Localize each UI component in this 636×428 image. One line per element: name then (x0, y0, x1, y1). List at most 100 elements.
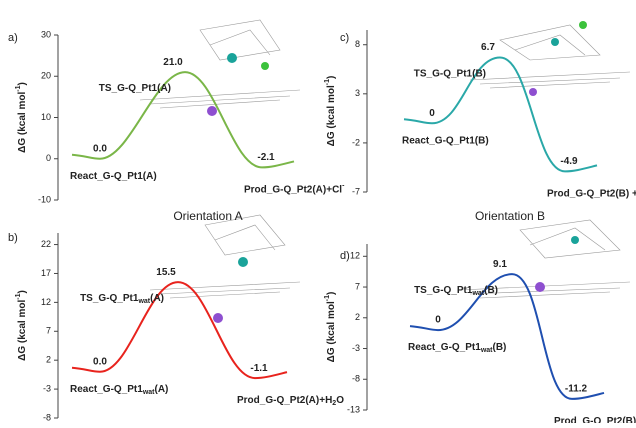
state-label-text: Prod_G-Q_Pt2(A)+H (237, 395, 332, 406)
state-label: TS_G-Q_Pt1wat(B) (414, 285, 498, 298)
panel-label: d) (340, 250, 350, 262)
curve-tail (571, 391, 605, 400)
panel-label: b) (8, 232, 18, 244)
curve-tail (403, 118, 433, 125)
value-label: 21.0 (163, 57, 183, 68)
y-tick-label: 17 (41, 268, 51, 278)
y-tick-label: -13 (347, 404, 360, 414)
y-tick-label: -7 (352, 186, 360, 196)
curve-tail (409, 325, 439, 332)
caption: Orientation B (475, 209, 545, 223)
y-axis-label-text: ΔG (kcal mol (326, 301, 337, 362)
state-label: Prod_G-Q_Pt2(A)+H2O (237, 395, 344, 408)
energy-curve (99, 71, 263, 169)
y-tick-label: -8 (352, 374, 360, 384)
y-tick-label: -10 (38, 194, 51, 204)
y-tick-label: -2 (352, 137, 360, 147)
curve-tail (564, 164, 598, 173)
state-label: TS_G-Q_Pt1(B) (414, 68, 486, 79)
y-tick-label: 0 (46, 153, 51, 163)
state-label: React_G-Q_Pt1(A) (70, 170, 157, 181)
molecule-sketches (139, 19, 631, 299)
y-axis-label-after: ) (17, 82, 28, 85)
state-label-text: TS_G-Q_Pt1(B) (414, 68, 486, 79)
y-tick-label: 3 (355, 88, 360, 98)
state-label-after: (B) (484, 285, 498, 296)
value-label: 0.0 (93, 143, 107, 154)
energy-curve (431, 56, 566, 173)
value-label: -4.9 (560, 156, 578, 167)
curve-tail (71, 366, 101, 373)
state-label-text: React_G-Q_Pt1 (70, 383, 143, 394)
y-tick-label: 12 (350, 251, 360, 261)
state-label-text: React_G-Q_Pt1(B) (402, 135, 489, 146)
y-axis-label-after: ) (326, 292, 337, 295)
y-tick-label: 22 (41, 239, 51, 249)
state-label-text: Prod_G-Q_Pt2(A)+Cl (244, 184, 342, 195)
atom (535, 282, 545, 292)
value-label: 0 (429, 108, 435, 119)
atom (579, 21, 587, 29)
state-label: React_G-Q_Pt1wat(B) (408, 342, 506, 355)
atom (238, 257, 248, 267)
y-axis-label-sup: -1 (15, 293, 22, 299)
state-label: Prod_G-Q_Pt2(B) )+H2O (554, 416, 636, 423)
y-tick-label: -8 (43, 412, 51, 422)
state-label-text: Prod_G-Q_Pt2(B) +Cl (547, 188, 636, 199)
state-label-sub: wat (471, 290, 484, 297)
state-label: Prod_G-Q_Pt2(B) +Cl- (547, 187, 636, 199)
value-label: 0 (435, 315, 441, 326)
atom (213, 313, 223, 323)
state-label-sub: wat (142, 389, 155, 396)
y-tick-label: 12 (41, 297, 51, 307)
value-label: -11.2 (565, 384, 588, 395)
y-axis-label-text: ΔG (kcal mol (17, 92, 28, 153)
y-axis-label-sup: -1 (15, 85, 22, 91)
state-label-text: React_G-Q_Pt1 (408, 342, 481, 353)
caption: Orientation A (173, 209, 242, 223)
atom (227, 53, 237, 63)
panel-label: a) (8, 32, 18, 44)
atom (551, 38, 559, 46)
y-tick-label: 10 (41, 112, 51, 122)
state-label-after: (B) (492, 342, 506, 353)
y-axis-label-sup: -1 (324, 79, 331, 85)
state-label-after: (A) (150, 293, 164, 304)
value-label: 15.5 (156, 267, 176, 278)
value-label: -1.1 (250, 363, 268, 374)
y-axis-label: ΔG (kcal mol-1) (324, 292, 336, 363)
y-axis-label: ΔG (kcal mol-1) (15, 290, 27, 361)
atoms (207, 21, 587, 323)
value-label: 9.1 (493, 259, 507, 270)
atom (261, 62, 269, 70)
y-axis-label-after: ) (17, 290, 28, 293)
y-tick-label: 7 (355, 281, 360, 291)
energy-curve (99, 281, 256, 380)
y-tick-label: 30 (41, 29, 51, 39)
value-label: 6.7 (481, 42, 495, 53)
curve-tail (261, 160, 295, 169)
state-label-text: Prod_G-Q_Pt2(B) )+H (554, 416, 636, 423)
y-axis-label: ΔG (kcal mol-1) (324, 76, 336, 147)
state-label-text: TS_G-Q_Pt1(A) (99, 83, 171, 94)
y-tick-label: 8 (355, 39, 360, 49)
y-axis-label-sup: -1 (324, 295, 331, 301)
energy-curve (437, 273, 573, 400)
state-label-after: O (336, 395, 344, 406)
panel-label: c) (340, 32, 349, 44)
state-label-text: TS_G-Q_Pt1 (80, 293, 139, 304)
state-label-after: (A) (154, 383, 168, 394)
y-tick-label: 2 (46, 355, 51, 365)
state-label-text: TS_G-Q_Pt1 (414, 285, 473, 296)
y-tick-label: -3 (43, 383, 51, 393)
atom (571, 236, 579, 244)
y-tick-label: 7 (46, 326, 51, 336)
state-label: React_G-Q_Pt1wat(A) (70, 383, 168, 396)
curve-tail (254, 371, 288, 380)
state-label-sup: - (342, 183, 345, 190)
y-axis-label-text: ΔG (kcal mol (326, 85, 337, 146)
state-label-sub: wat (480, 347, 493, 354)
state-label-sub: wat (137, 298, 150, 305)
y-tick-label: 20 (41, 71, 51, 81)
